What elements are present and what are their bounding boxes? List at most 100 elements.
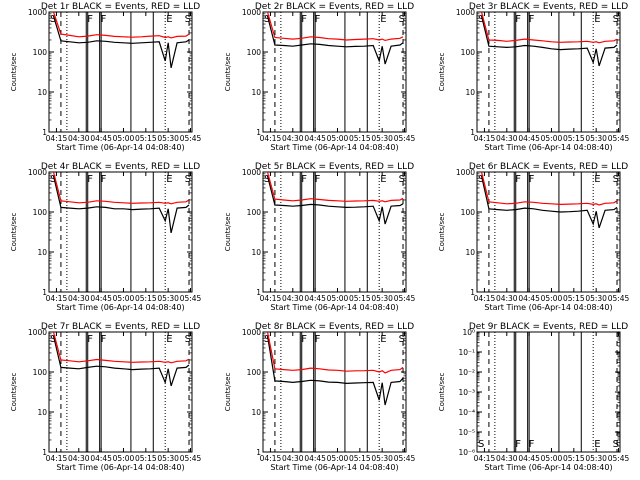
x-tick-label: 04:15	[474, 294, 496, 303]
event-marker-label: S	[613, 174, 619, 185]
y-axis-label: Counts/sec	[438, 53, 446, 92]
plot-frame	[48, 11, 193, 133]
y-tick-label: 10⁻³	[458, 388, 475, 397]
x-axis-label: Start Time (06-Apr-14 04:08:40)	[270, 143, 398, 152]
chart-title: Det 4r BLACK = Events, RED = LLD	[41, 162, 200, 172]
event-marker-label: E	[166, 334, 172, 345]
y-tick-label: 100	[247, 208, 262, 217]
chart-title: Det 8r BLACK = Events, RED = LLD	[255, 322, 414, 332]
chart-title: Det 5r BLACK = Events, RED = LLD	[255, 162, 414, 172]
plot-frame	[476, 331, 621, 453]
event-marker-label: F	[529, 439, 535, 450]
event-marker-label: F	[301, 14, 307, 25]
y-tick-label: 1000	[28, 328, 47, 337]
x-tick-label: 05:00	[541, 454, 563, 463]
event-marker-label: F	[101, 174, 107, 185]
y-tick-label: 10⁰	[462, 328, 475, 337]
event-marker-label: F	[101, 14, 107, 25]
event-marker-label: E	[594, 439, 600, 450]
x-tick-label: 05:15	[349, 454, 371, 463]
events-series-line	[266, 175, 404, 225]
event-marker-label: E	[380, 334, 386, 345]
x-axis-label: Start Time (06-Apr-14 04:08:40)	[56, 303, 184, 312]
x-tick-label: 05:15	[135, 134, 157, 143]
event-marker-label: F	[529, 174, 535, 185]
x-tick-label: 04:15	[474, 134, 496, 143]
event-marker-label: S	[264, 174, 270, 185]
lld-series-line	[266, 171, 404, 203]
lld-series-line	[52, 331, 190, 364]
y-axis-label: Counts/sec	[10, 53, 18, 92]
y-tick-label: 1000	[28, 8, 47, 17]
x-tick-label: 05:00	[113, 134, 135, 143]
lld-series-line	[480, 11, 618, 44]
event-marker-label: S	[50, 334, 56, 345]
y-tick-label: 100	[33, 368, 48, 377]
event-marker-label: F	[301, 334, 307, 345]
x-axis-label: Start Time (06-Apr-14 04:08:40)	[484, 303, 612, 312]
y-tick-label: 1	[42, 128, 47, 137]
y-tick-label: 100	[461, 48, 476, 57]
x-tick-label: 05:30	[157, 454, 179, 463]
y-tick-label: 1000	[456, 8, 475, 17]
event-marker-label: S	[478, 174, 484, 185]
x-tick-label: 05:45	[180, 134, 202, 143]
x-axis-label: Start Time (06-Apr-14 04:08:40)	[270, 463, 398, 472]
x-tick-label: 05:30	[157, 134, 179, 143]
x-tick-label: 04:15	[260, 454, 282, 463]
x-tick-label: 05:45	[608, 134, 630, 143]
y-tick-label: 10⁻⁴	[458, 408, 475, 417]
x-tick-label: 05:45	[180, 294, 202, 303]
event-marker-label: E	[594, 174, 600, 185]
chart-panel-8: Det 8r BLACK = Events, RED = LLD 1 10 100 10…	[224, 322, 416, 472]
y-tick-label: 10⁻⁵	[458, 428, 475, 437]
x-tick-label: 04:45	[518, 134, 540, 143]
event-marker-label: S	[399, 334, 405, 345]
event-marker-label: F	[87, 334, 93, 345]
event-marker-label: S	[185, 334, 191, 345]
x-tick-label: 05:30	[371, 294, 393, 303]
event-marker-label: F	[515, 439, 521, 450]
y-axis-label: Counts/sec	[438, 373, 446, 412]
x-tick-label: 05:45	[394, 294, 416, 303]
chart-title: Det 9r BLACK = Events, RED = LLD	[469, 322, 628, 332]
event-marker-label: F	[315, 334, 321, 345]
x-tick-label: 04:45	[518, 294, 540, 303]
chart-panel-9: Det 9r BLACK = Events, RED = LLD 10⁻⁶ 10⁻⁵…	[438, 322, 630, 472]
chart-panel-4: Det 4r BLACK = Events, RED = LLD 1 10 100 10…	[10, 162, 202, 312]
chart-panel-1: Det 1r BLACK = Events, RED = LLD 1 10 100 10…	[10, 2, 202, 152]
y-tick-label: 100	[247, 368, 262, 377]
y-tick-label: 10	[465, 88, 475, 97]
x-tick-label: 04:45	[518, 454, 540, 463]
x-tick-label: 04:30	[496, 294, 518, 303]
event-marker-label: S	[399, 14, 405, 25]
event-marker-label: S	[50, 174, 56, 185]
y-tick-label: 10	[251, 248, 261, 257]
chart-title: Det 1r BLACK = Events, RED = LLD	[41, 2, 200, 12]
x-tick-label: 04:30	[68, 294, 90, 303]
x-tick-label: 04:30	[282, 454, 304, 463]
x-tick-label: 05:30	[585, 294, 607, 303]
y-tick-label: 10	[37, 88, 47, 97]
x-tick-label: 05:45	[180, 454, 202, 463]
y-tick-label: 1	[42, 448, 47, 457]
x-tick-label: 04:30	[282, 294, 304, 303]
y-tick-label: 1	[256, 288, 261, 297]
event-marker-label: F	[315, 174, 321, 185]
plot-frame	[48, 331, 193, 453]
event-marker-label: S	[613, 14, 619, 25]
event-marker-label: S	[264, 14, 270, 25]
plot-frame	[476, 171, 621, 293]
y-tick-label: 1	[256, 448, 261, 457]
chart-panel-3: Det 3r BLACK = Events, RED = LLD 1 10 100 10…	[438, 2, 630, 152]
lld-series-line	[266, 11, 404, 42]
y-tick-label: 1000	[242, 168, 261, 177]
y-tick-label: 10	[465, 248, 475, 257]
x-tick-label: 05:15	[563, 454, 585, 463]
event-marker-label: S	[264, 334, 270, 345]
lld-series-line	[52, 11, 190, 39]
x-tick-label: 05:30	[371, 134, 393, 143]
y-tick-label: 100	[461, 208, 476, 217]
chart-title: Det 6r BLACK = Events, RED = LLD	[469, 162, 628, 172]
events-series-line	[52, 175, 190, 234]
